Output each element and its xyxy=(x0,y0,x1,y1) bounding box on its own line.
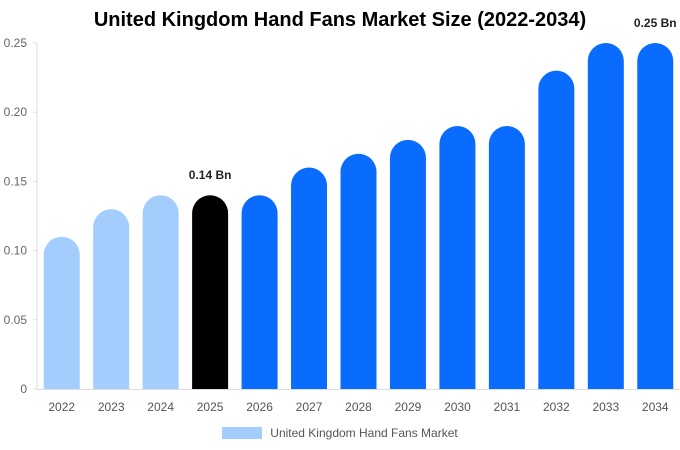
bar-2028 xyxy=(340,153,377,389)
x-tick-label: 2028 xyxy=(345,400,372,414)
bar-2034 xyxy=(637,43,674,389)
x-tick-label: 2029 xyxy=(395,400,422,414)
data-label: 0.25 Bn xyxy=(634,16,677,30)
x-tick-label: 2033 xyxy=(592,400,619,414)
bar-2033 xyxy=(587,43,624,389)
bar-2025 xyxy=(192,195,229,389)
x-tick-label: 2027 xyxy=(296,400,323,414)
data-label: 0.14 Bn xyxy=(189,168,232,182)
bar-2024 xyxy=(142,195,179,389)
y-tick-label: 0.20 xyxy=(4,105,28,119)
chart-labels: 0.14 Bn 0.25 Bn xyxy=(189,16,677,182)
bar-2030 xyxy=(439,126,476,390)
chart-bars xyxy=(43,43,674,390)
x-tick-label: 2026 xyxy=(246,400,273,414)
bar-2029 xyxy=(389,139,426,389)
y-tick-label: 0.25 xyxy=(4,36,28,50)
bar-2032 xyxy=(538,70,575,390)
legend-swatch xyxy=(222,427,263,439)
legend-label: United Kingdom Hand Fans Market xyxy=(270,426,458,440)
x-tick-label: 2025 xyxy=(197,400,224,414)
x-tick-label: 2023 xyxy=(98,400,125,414)
bar-2022 xyxy=(43,236,80,389)
chart-axes: 0 0.05 0.10 0.15 0.20 0.25 2022 2023 2024 2025 202… xyxy=(4,36,680,414)
y-tick-label: 0 xyxy=(20,382,27,396)
y-tick-label: 0.10 xyxy=(4,244,28,258)
bar-2023 xyxy=(93,209,130,389)
chart-legend: United Kingdom Hand Fans Market xyxy=(0,426,680,440)
bar-2026 xyxy=(241,195,278,389)
x-tick-label: 2031 xyxy=(494,400,521,414)
bar-2027 xyxy=(291,167,328,389)
x-tick-label: 2024 xyxy=(147,400,174,414)
x-tick-label: 2022 xyxy=(48,400,75,414)
y-tick-label: 0.05 xyxy=(4,313,28,327)
chart-title: United Kingdom Hand Fans Market Size (20… xyxy=(93,9,587,31)
x-tick-label: 2030 xyxy=(444,400,471,414)
x-tick-label: 2034 xyxy=(642,400,669,414)
bar-2031 xyxy=(488,126,525,390)
y-tick-label: 0.15 xyxy=(4,174,28,188)
x-tick-label: 2032 xyxy=(543,400,570,414)
